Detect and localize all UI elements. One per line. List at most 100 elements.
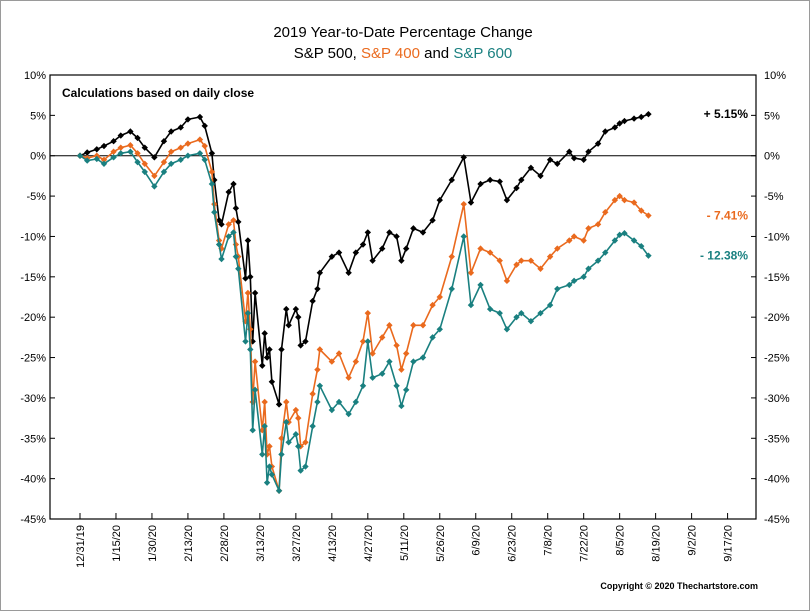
x-tick-label: 4/13/20 (327, 525, 339, 562)
x-tick-label: 8/5/20 (615, 525, 627, 556)
data-point (215, 217, 223, 224)
data-point (251, 358, 259, 365)
data-point (436, 196, 443, 204)
data-point (379, 334, 386, 341)
data-point (580, 156, 587, 163)
axis-layer: 10% 10% 5% 5% 0% 0% -5% -5% -10% -10% -15% -15% -20%… (20, 70, 790, 568)
data-point (345, 410, 352, 418)
x-tick-label: 7/8/20 (543, 525, 555, 556)
data-point (266, 346, 273, 353)
data-point (242, 275, 249, 282)
data-point (302, 338, 309, 345)
data-point (160, 158, 168, 166)
data-point (352, 398, 360, 406)
data-point (268, 471, 276, 478)
data-point (259, 451, 266, 458)
data-point (518, 176, 525, 184)
data-point (398, 366, 405, 373)
data-point (100, 142, 108, 150)
data-point (309, 390, 316, 398)
data-point (638, 207, 645, 214)
data-point (247, 346, 254, 353)
x-tick-label: 3/27/20 (291, 525, 303, 562)
data-point (496, 257, 503, 264)
data-point (232, 205, 240, 212)
x-tick-label: 9/2/20 (687, 525, 699, 556)
data-point (554, 160, 561, 167)
data-point (261, 398, 268, 406)
data-point (436, 326, 443, 333)
data-point (232, 253, 240, 260)
y-tick-label-left: -10% (20, 231, 46, 243)
data-point (268, 378, 276, 385)
data-point (496, 178, 503, 185)
data-point (218, 221, 225, 228)
data-point (247, 273, 254, 281)
data-point (460, 154, 467, 161)
end-label-s-p-400: - 7.41% (707, 209, 749, 223)
data-point (513, 184, 520, 192)
data-point (630, 237, 638, 244)
data-point (570, 233, 578, 240)
data-point (616, 192, 623, 200)
data-point (486, 176, 494, 184)
data-point (554, 245, 561, 252)
data-point (177, 124, 184, 131)
chart-title: 2019 Year-to-Date Percentage Change (273, 24, 532, 41)
data-point (537, 172, 544, 180)
data-point (177, 144, 184, 151)
data-point (352, 249, 360, 256)
data-point (278, 346, 285, 353)
data-point (117, 132, 124, 139)
y-tick-label-right: -5% (764, 191, 784, 203)
data-point (410, 358, 417, 365)
data-point (513, 261, 520, 268)
data-point (402, 245, 410, 252)
data-point (503, 196, 511, 204)
y-tick-label-right: -30% (764, 393, 790, 405)
data-point (314, 285, 321, 293)
data-point (621, 230, 628, 237)
data-point (345, 269, 352, 276)
data-point (594, 257, 602, 264)
data-point (141, 160, 148, 167)
data-point (364, 338, 372, 345)
series-s-p-500 (76, 110, 652, 408)
data-point (364, 309, 372, 317)
data-point (546, 253, 554, 260)
data-point (335, 350, 343, 357)
data-point (328, 358, 336, 365)
data-point (467, 269, 475, 276)
data-point (244, 309, 252, 317)
data-point (151, 154, 158, 161)
x-tick-label: 1/15/20 (111, 525, 123, 562)
data-point (621, 196, 628, 204)
series-layer (76, 110, 652, 494)
data-point (419, 354, 427, 361)
data-point (616, 231, 623, 239)
data-point (611, 124, 619, 131)
data-point (359, 338, 367, 345)
data-point (196, 150, 204, 157)
y-tick-label-left: -35% (20, 433, 46, 445)
data-point (285, 322, 292, 329)
data-point (201, 156, 208, 163)
data-point (110, 154, 117, 161)
data-point (160, 137, 168, 145)
data-point (369, 257, 376, 264)
data-point (429, 217, 436, 224)
data-point (261, 330, 268, 337)
x-tick-label: 8/19/20 (651, 525, 663, 562)
data-point (292, 431, 300, 438)
data-point (83, 157, 91, 164)
data-point (527, 318, 535, 325)
y-tick-label-right: 10% (764, 70, 786, 82)
y-tick-label-right: -45% (764, 514, 790, 526)
data-point (314, 366, 321, 373)
data-point (621, 117, 628, 125)
y-tick-label-right: -35% (764, 433, 790, 445)
data-point (364, 229, 372, 236)
data-point (638, 113, 645, 121)
data-point (134, 150, 141, 157)
data-point (208, 168, 216, 176)
